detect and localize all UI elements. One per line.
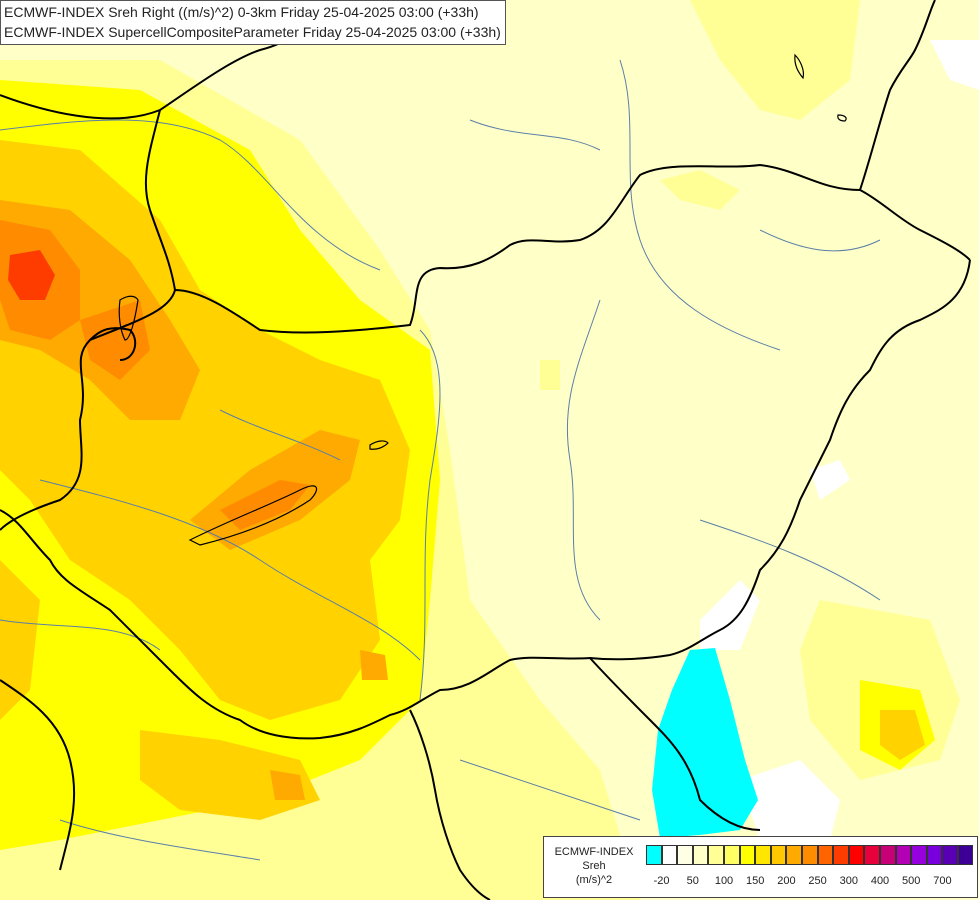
- legend-swatch: [801, 845, 818, 865]
- legend-swatch: [864, 845, 880, 865]
- legend-swatch: [708, 845, 724, 865]
- legend-title: ECMWF-INDEX Sreh (m/s)^2: [548, 845, 640, 887]
- legend-title-line2: Sreh: [582, 860, 606, 872]
- legend-swatch: [661, 845, 678, 865]
- lake-outlines: [118, 53, 847, 546]
- legend-swatch: [692, 845, 709, 865]
- legend-swatch: [646, 845, 662, 865]
- legend-tick-label: 150: [746, 875, 765, 887]
- color-legend: ECMWF-INDEX Sreh (m/s)^2 -20 50 100 150 200 2…: [543, 836, 978, 898]
- map-title-box: ECMWF-INDEX Sreh Right ((m/s)^2) 0-3km F…: [0, 0, 506, 45]
- legend-swatch: [942, 845, 958, 865]
- legend-swatch: [770, 845, 787, 865]
- legend-swatch: [833, 845, 849, 865]
- legend-tick-label: 700: [933, 875, 952, 887]
- legend-tick-label: 300: [839, 875, 858, 887]
- river-lines: [0, 59, 881, 861]
- legend-swatch: [879, 845, 896, 865]
- legend-swatch-row: [646, 845, 974, 865]
- legend-swatch: [677, 845, 693, 865]
- title-line-supercell: ECMWF-INDEX SupercellCompositeParameter …: [4, 24, 501, 40]
- legend-swatch: [895, 845, 912, 865]
- legend-swatch: [911, 845, 927, 865]
- legend-swatch: [957, 845, 974, 865]
- legend-swatch: [723, 845, 740, 865]
- legend-swatch: [739, 845, 756, 865]
- legend-swatch: [817, 845, 834, 865]
- field-hot: [8, 250, 55, 300]
- legend-tick-row: -20 50 100 150 200 250 300 400 500 700: [646, 875, 976, 889]
- title-line-sreh: ECMWF-INDEX Sreh Right ((m/s)^2) 0-3km F…: [4, 4, 479, 20]
- legend-tick-label: -20: [653, 875, 670, 887]
- field-cyan: [652, 648, 758, 838]
- legend-tick-label: 400: [870, 875, 890, 887]
- legend-tick-label: 500: [902, 875, 921, 887]
- legend-title-line1: ECMWF-INDEX: [554, 846, 634, 858]
- legend-swatch: [848, 845, 865, 865]
- legend-tick-label: 200: [777, 875, 796, 887]
- legend-tick-label: 100: [714, 875, 734, 887]
- legend-tick-label: 250: [808, 875, 827, 887]
- legend-swatch: [786, 845, 802, 865]
- legend-tick-label: 50: [686, 875, 699, 887]
- legend-swatch: [926, 845, 943, 865]
- legend-swatch: [755, 845, 771, 865]
- legend-title-line3: (m/s)^2: [575, 874, 613, 886]
